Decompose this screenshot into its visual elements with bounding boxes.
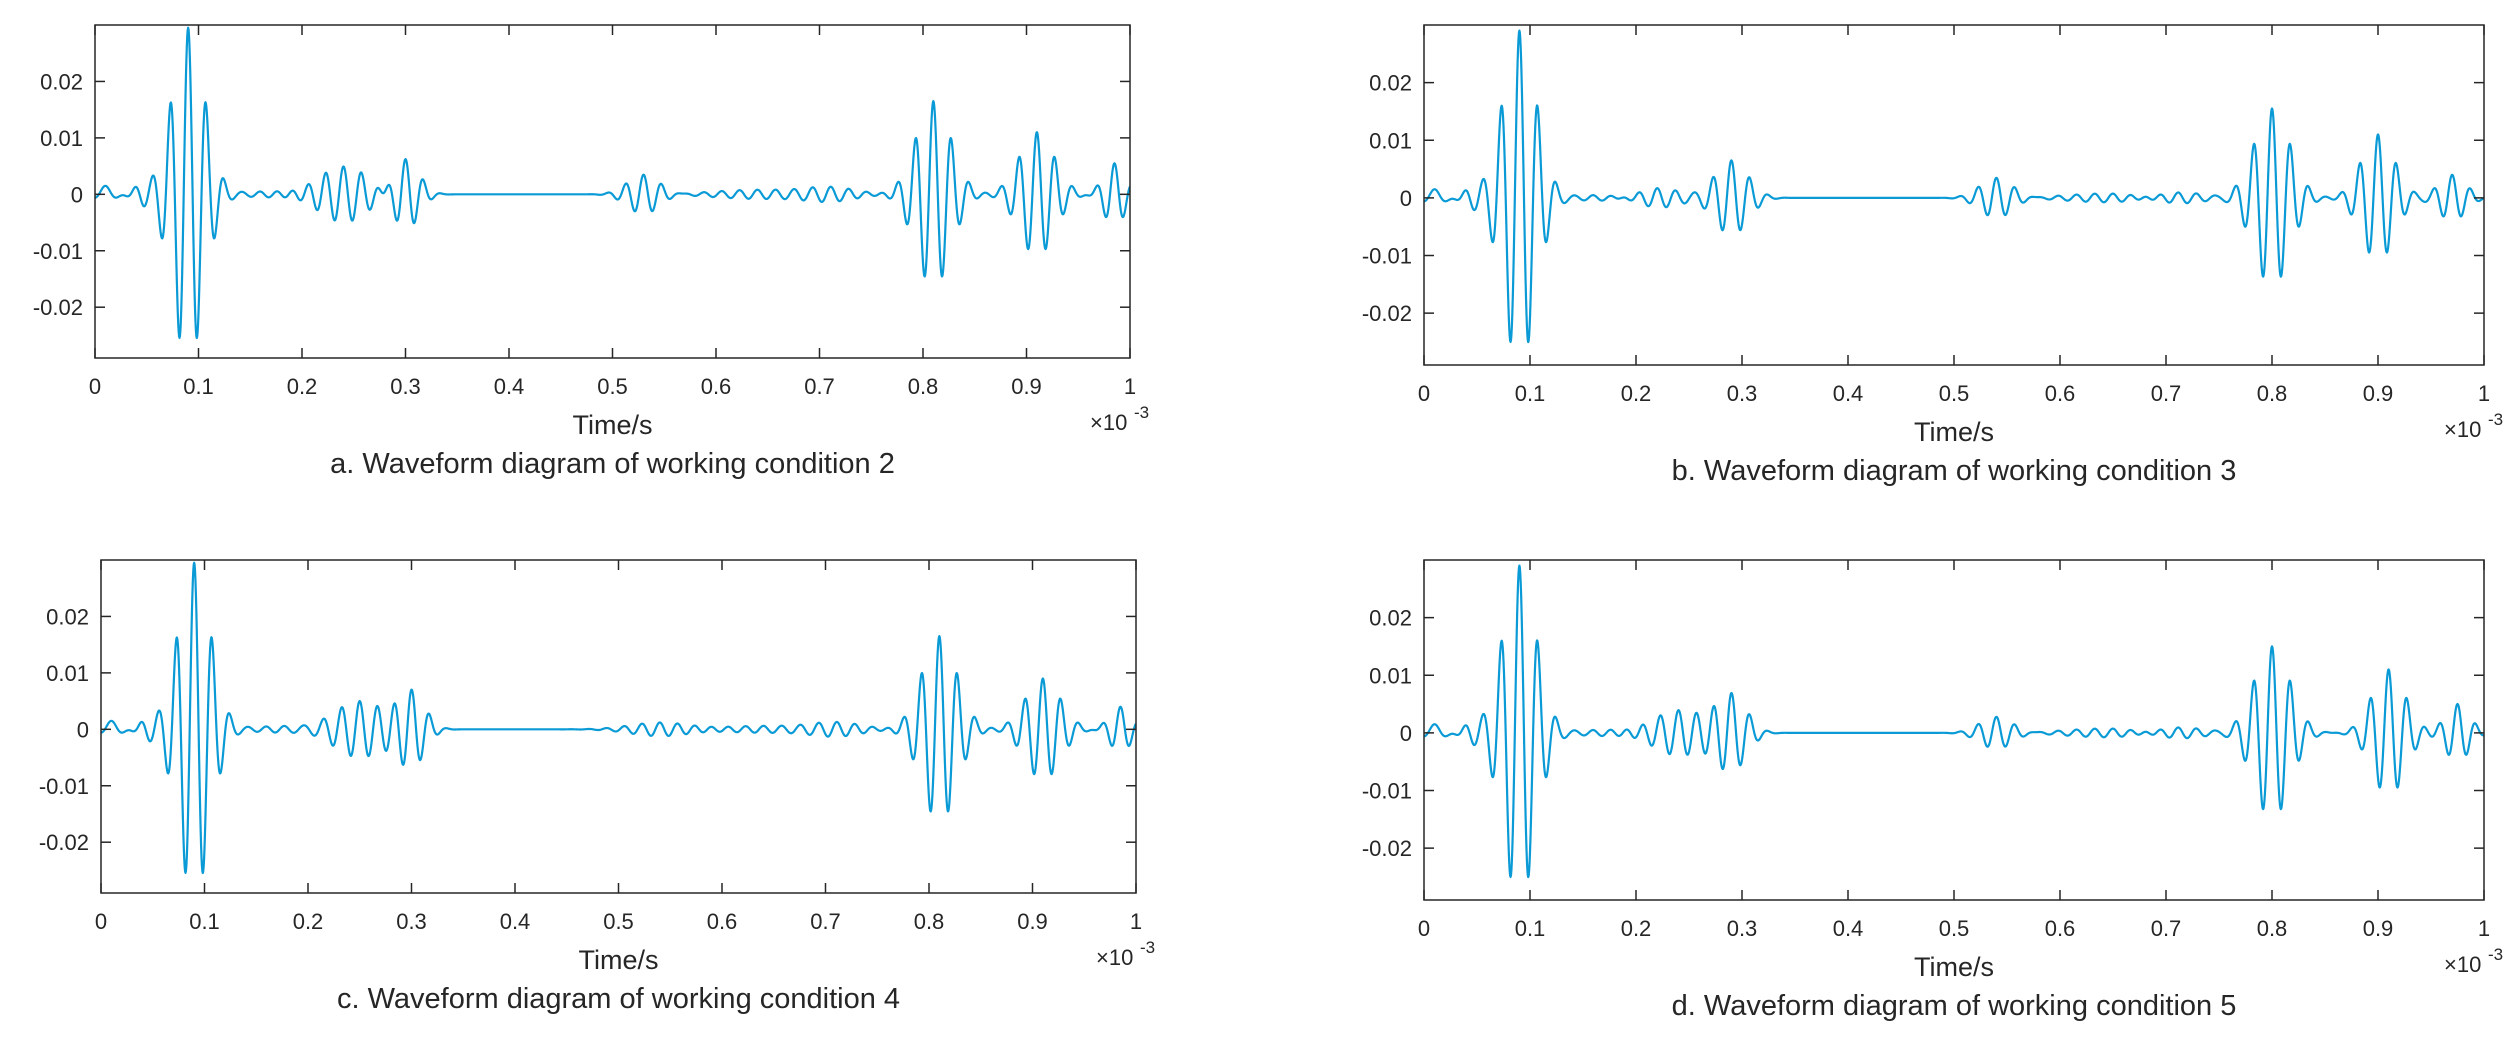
- x-tick-label: 0.9: [1011, 374, 1042, 399]
- x-tick-label: 0.4: [1833, 916, 1864, 941]
- y-tick-label: 0: [1400, 721, 1412, 746]
- chart-panel-b: 0 0.1 0.2 0.3 0.4 0.5 0.6 0.7 0.8 0.9 1 0.02 0.01 0 -0…: [1330, 0, 2506, 525]
- x-tick-label: 0.7: [2151, 916, 2182, 941]
- x-tick-label: 0.6: [707, 909, 738, 934]
- figure-caption-a: a. Waveform diagram of working condition…: [330, 448, 895, 480]
- chart-panel-c: 0 0.1 0.2 0.3 0.4 0.5 0.6 0.7 0.8 0.9 1 0.02 0.01 0 -0…: [0, 535, 1250, 1051]
- x-axis-label: Time/s: [579, 945, 659, 975]
- x-tick-label: 0.7: [810, 909, 841, 934]
- x-exponent-base: ×10: [1096, 945, 1133, 970]
- x-tick-label: 0.1: [189, 909, 220, 934]
- x-tick-label: 0.8: [914, 909, 945, 934]
- x-exponent-power: -3: [2488, 410, 2503, 429]
- y-tick-label: 0: [71, 182, 83, 207]
- chart-svg-d: 0 0.1 0.2 0.3 0.4 0.5 0.6 0.7 0.8 0.9 1 0.02 0.01 0 -0…: [1362, 559, 2503, 1022]
- x-tick-label: 0: [1418, 916, 1430, 941]
- x-exponent-power: -3: [2488, 945, 2503, 964]
- y-tick-label: 0.02: [40, 69, 83, 94]
- axes-box-b: [1423, 24, 2485, 366]
- y-tick-label: 0: [77, 717, 89, 742]
- x-tick-label: 0.9: [2363, 916, 2394, 941]
- x-exponent-power: -3: [1134, 403, 1149, 422]
- waveform-line-d: [1424, 564, 2484, 879]
- x-tick-label: 0.2: [1621, 916, 1652, 941]
- y-tick-label: 0.01: [1369, 663, 1412, 688]
- x-tick-label: 0: [89, 374, 101, 399]
- x-tick-label: 1: [1124, 374, 1136, 399]
- x-exponent-base: ×10: [1090, 410, 1127, 435]
- chart-panel-a: 0 0.1 0.2 0.3 0.4 0.5 0.6 0.7 0.8 0.9 1 0.02 0.01 0 -0…: [0, 0, 1250, 525]
- y-tick-label: -0.02: [1362, 836, 1412, 861]
- x-tick-label: 0.4: [500, 909, 531, 934]
- chart-svg-c: 0 0.1 0.2 0.3 0.4 0.5 0.6 0.7 0.8 0.9 1 0.02 0.01 0 -0…: [39, 559, 1155, 1015]
- y-tick-label: -0.02: [33, 295, 83, 320]
- x-tick-label: 0.3: [396, 909, 427, 934]
- y-tick-label: -0.02: [39, 830, 89, 855]
- x-tick-label: 0.2: [293, 909, 324, 934]
- x-tick-label: 0.8: [2257, 916, 2288, 941]
- waveform-line-a: [95, 26, 1130, 340]
- y-tick-label: -0.01: [39, 774, 89, 799]
- x-exponent-base: ×10: [2444, 952, 2481, 977]
- x-tick-label: 0.3: [390, 374, 421, 399]
- x-tick-label: 0.5: [597, 374, 628, 399]
- x-tick-label: 0.5: [1939, 381, 1970, 406]
- y-tick-label: 0.02: [1369, 71, 1412, 96]
- x-tick-label: 0.6: [701, 374, 732, 399]
- x-tick-label: 0.3: [1727, 381, 1758, 406]
- y-tick-label: 0.02: [1369, 606, 1412, 631]
- x-tick-label: 0.5: [603, 909, 634, 934]
- x-tick-label: 0.7: [804, 374, 835, 399]
- x-axis-label: Time/s: [1914, 417, 1994, 447]
- y-tick-label: 0.01: [46, 661, 89, 686]
- waveform-line-b: [1424, 29, 2484, 344]
- x-tick-label: 0.6: [2045, 916, 2076, 941]
- chart-svg-a: 0 0.1 0.2 0.3 0.4 0.5 0.6 0.7 0.8 0.9 1 0.02 0.01 0 -0…: [33, 24, 1149, 480]
- y-tick-label: -0.01: [33, 239, 83, 264]
- x-tick-label: 0.5: [1939, 916, 1970, 941]
- x-tick-label: 0.2: [287, 374, 318, 399]
- x-tick-label: 0.2: [1621, 381, 1652, 406]
- x-tick-label: 0.9: [1017, 909, 1048, 934]
- x-axis-label: Time/s: [573, 410, 653, 440]
- figure-caption-c: c. Waveform diagram of working condition…: [337, 983, 900, 1015]
- x-exponent-power: -3: [1140, 938, 1155, 957]
- chart-svg-b: 0 0.1 0.2 0.3 0.4 0.5 0.6 0.7 0.8 0.9 1 0.02 0.01 0 -0…: [1362, 24, 2503, 487]
- x-tick-label: 0.1: [183, 374, 214, 399]
- x-tick-label: 0.4: [494, 374, 525, 399]
- waveform-line-c: [101, 561, 1136, 875]
- x-tick-label: 1: [2478, 916, 2490, 941]
- axes-box-c: [100, 559, 1137, 894]
- x-tick-label: 1: [1130, 909, 1142, 934]
- y-tick-label: -0.01: [1362, 779, 1412, 804]
- x-tick-label: 0.8: [908, 374, 939, 399]
- x-tick-label: 0.3: [1727, 916, 1758, 941]
- y-tick-label: -0.02: [1362, 301, 1412, 326]
- x-tick-label: 1: [2478, 381, 2490, 406]
- x-tick-label: 0.6: [2045, 381, 2076, 406]
- x-tick-label: 0: [95, 909, 107, 934]
- x-tick-label: 0: [1418, 381, 1430, 406]
- x-tick-label: 0.9: [2363, 381, 2394, 406]
- x-axis-label: Time/s: [1914, 952, 1994, 982]
- y-tick-label: 0: [1400, 186, 1412, 211]
- y-tick-label: -0.01: [1362, 244, 1412, 269]
- axes-box-a: [94, 24, 1131, 359]
- figure-caption-d: d. Waveform diagram of working condition…: [1672, 990, 2237, 1022]
- x-tick-label: 0.1: [1515, 916, 1546, 941]
- x-tick-label: 0.1: [1515, 381, 1546, 406]
- x-exponent-base: ×10: [2444, 417, 2481, 442]
- y-tick-label: 0.01: [1369, 128, 1412, 153]
- x-tick-label: 0.7: [2151, 381, 2182, 406]
- x-tick-label: 0.8: [2257, 381, 2288, 406]
- y-tick-label: 0.02: [46, 604, 89, 629]
- axes-box-d: [1423, 559, 2485, 901]
- chart-panel-d: 0 0.1 0.2 0.3 0.4 0.5 0.6 0.7 0.8 0.9 1 0.02 0.01 0 -0…: [1330, 535, 2506, 1051]
- y-tick-label: 0.01: [40, 126, 83, 151]
- figure-caption-b: b. Waveform diagram of working condition…: [1672, 455, 2237, 487]
- x-tick-label: 0.4: [1833, 381, 1864, 406]
